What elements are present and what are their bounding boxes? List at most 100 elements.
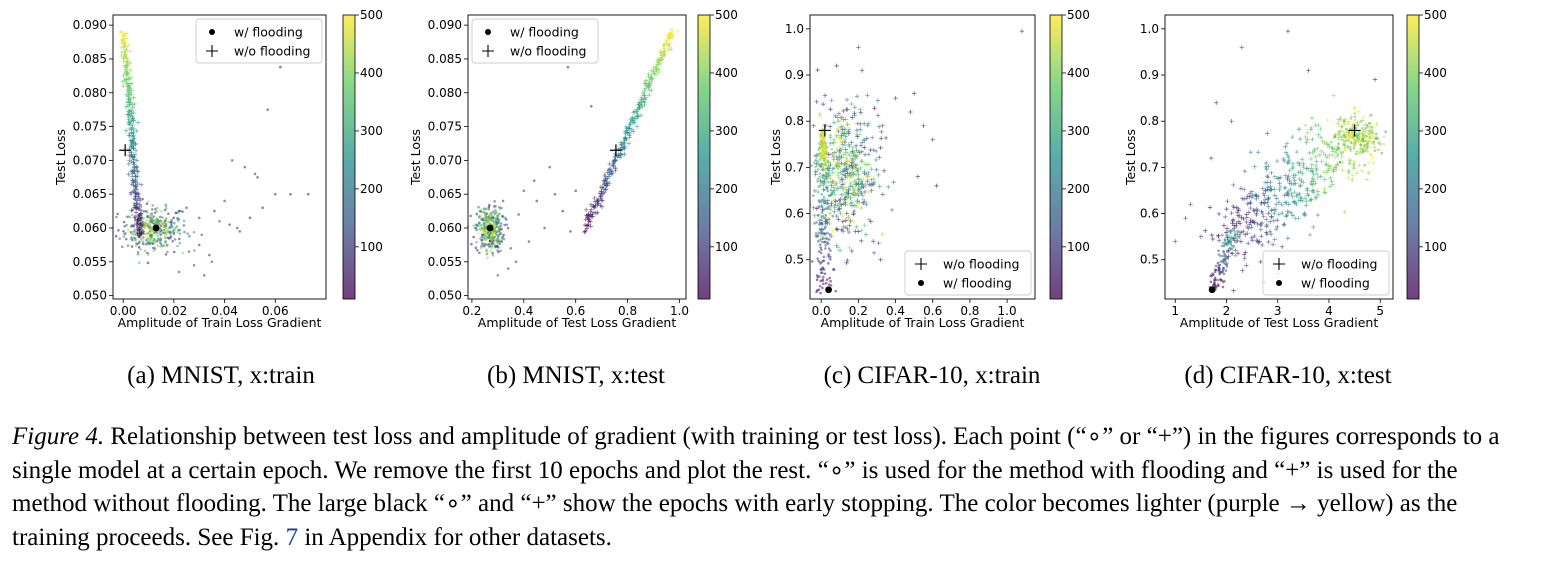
flooding-point [150, 208, 154, 211]
flooding-point [1213, 270, 1217, 274]
flooding-point [1224, 259, 1227, 263]
no-flooding-point [134, 200, 139, 206]
no-flooding-point [843, 185, 849, 190]
flooding-point [150, 213, 154, 216]
flooding-point [1362, 150, 1365, 153]
no-flooding-point [852, 151, 858, 157]
flooding-point [134, 242, 138, 245]
no-flooding-point [126, 109, 131, 114]
flooding-point [1338, 160, 1342, 164]
no-flooding-point [134, 164, 140, 170]
no-flooding-point [132, 215, 137, 220]
no-flooding-point [845, 150, 851, 156]
no-flooding-point [814, 99, 819, 105]
no-flooding-point [630, 116, 635, 121]
flooding-point [494, 215, 498, 219]
no-flooding-point [1266, 163, 1271, 169]
no-flooding-point [131, 95, 136, 100]
flooding-point [177, 270, 181, 274]
no-flooding-point [840, 213, 845, 219]
no-flooding-point [125, 94, 131, 99]
no-flooding-point [1281, 156, 1286, 162]
no-flooding-point [891, 179, 896, 185]
no-flooding-point [1300, 198, 1305, 203]
no-flooding-point [124, 100, 130, 105]
flooding-point [820, 221, 823, 224]
flooding-point [1229, 231, 1232, 235]
flooding-point [1340, 125, 1344, 128]
flooding-point [818, 284, 822, 288]
no-flooding-point [1325, 117, 1330, 123]
no-flooding-point [844, 211, 850, 216]
no-flooding-point [121, 39, 126, 44]
flooding-point [474, 226, 478, 230]
no-flooding-point [630, 119, 636, 125]
flooding-point [170, 221, 173, 224]
y-axis-label: Test Loss [408, 129, 423, 186]
flooding-point [824, 214, 828, 217]
flooding-point [152, 249, 156, 252]
no-flooding-point [1272, 211, 1277, 216]
flooding-point [816, 214, 820, 217]
flooding-point [486, 250, 489, 254]
no-flooding-point [1318, 126, 1323, 132]
no-flooding-point [855, 197, 860, 203]
no-flooding-point [646, 71, 651, 77]
no-flooding-point [1279, 202, 1284, 207]
no-flooding-point [125, 88, 130, 93]
flooding-point [485, 217, 489, 221]
no-flooding-point [829, 183, 834, 188]
y-tick-label: 0.050 [428, 289, 462, 303]
flooding-point [160, 216, 164, 219]
no-flooding-point [1305, 130, 1310, 136]
subplot-caption: (b) MNIST, x:test [487, 362, 665, 389]
no-flooding-point [837, 179, 843, 185]
no-flooding-point [1249, 225, 1254, 230]
no-flooding-point [1244, 212, 1249, 217]
flooding-point [822, 259, 826, 263]
flooding-point [1382, 135, 1386, 139]
no-flooding-point [1282, 185, 1288, 191]
flooding-point [141, 242, 145, 246]
flooding-point [487, 242, 491, 246]
flooding-point [1213, 268, 1217, 272]
no-flooding-point [1272, 193, 1278, 198]
no-flooding-point [1359, 168, 1365, 174]
no-flooding-point [1326, 166, 1332, 171]
flooding-point [822, 195, 826, 199]
early-stop-no-flooding-marker [818, 124, 831, 137]
x-tick-label: 0.00 [110, 304, 137, 318]
flooding-point [491, 210, 495, 214]
no-flooding-point [1242, 232, 1248, 237]
colorbar-tick-label: 100 [1424, 240, 1447, 254]
no-flooding-point [122, 31, 128, 36]
no-flooding-point [869, 135, 875, 140]
flooding-point [155, 216, 159, 220]
flooding-point [173, 221, 176, 225]
no-flooding-point [843, 196, 848, 202]
flooding-point [1364, 137, 1367, 141]
flooding-point [1349, 134, 1353, 138]
no-flooding-point [834, 63, 839, 69]
no-flooding-point [850, 220, 856, 225]
axes-frame [1164, 14, 1394, 300]
no-flooding-point [1233, 248, 1238, 253]
flooding-point [821, 282, 825, 286]
legend-label: w/o flooding [1301, 257, 1378, 272]
flooding-point [193, 249, 196, 252]
no-flooding-point [1310, 137, 1315, 142]
no-flooding-point [132, 196, 138, 201]
no-flooding-point [844, 130, 849, 136]
no-flooding-point [880, 192, 885, 197]
no-flooding-point [858, 143, 864, 148]
no-flooding-point [1362, 123, 1367, 128]
no-flooding-point [1337, 148, 1343, 153]
no-flooding-point [1324, 140, 1329, 145]
no-flooding-point [1333, 131, 1339, 137]
no-flooding-point [134, 128, 139, 134]
flooding-point [1365, 146, 1369, 150]
flooding-point [1384, 130, 1387, 134]
flooding-point [495, 229, 498, 232]
flooding-point [223, 199, 226, 203]
flooding-point [248, 216, 252, 220]
